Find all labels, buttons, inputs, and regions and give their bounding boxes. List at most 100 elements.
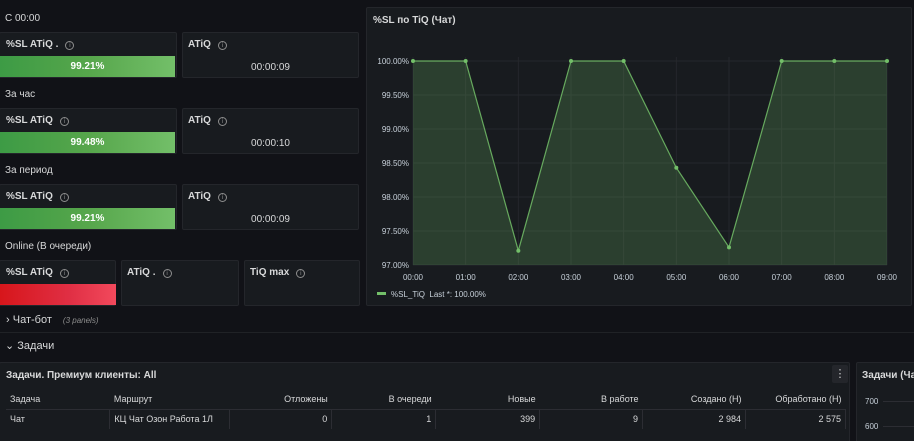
chart-legend[interactable]: %SL_TiQ Last *: 100.00% <box>377 290 486 299</box>
legend-swatch <box>377 292 386 295</box>
stat-panel-atiq-hour[interactable]: ATiQ i 00:00:10 <box>182 108 359 154</box>
data-point <box>779 59 784 63</box>
x-tick-label: 01:00 <box>456 273 477 282</box>
stat-value-bar <box>0 284 116 305</box>
stat-value: 00:00:10 <box>251 138 290 149</box>
section-label-online: Online (В очереди) <box>5 241 92 252</box>
side-y-tick: 600 <box>865 422 879 431</box>
row-toggle-tasks[interactable]: ⌄ Задачи <box>5 339 54 352</box>
info-icon[interactable]: i <box>296 269 306 278</box>
info-icon[interactable]: i <box>59 117 69 126</box>
stat-value-bar: 99.21% <box>0 56 175 77</box>
table-panel[interactable]: Задачи. Премиум клиенты: All ⋮ Задача Ма… <box>0 362 850 441</box>
side-chart-panel[interactable]: Задачи (Ча 700 600 <box>856 362 914 441</box>
section-label-period: За период <box>5 165 53 176</box>
y-tick-label: 99.00% <box>382 125 409 134</box>
panel-title: ATiQ . <box>127 267 156 278</box>
row-toggle-chatbot[interactable]: › Чат-бот (3 panels) <box>6 314 99 326</box>
data-point <box>674 165 679 170</box>
x-tick-label: 05:00 <box>666 273 687 282</box>
stat-value: 00:00:09 <box>251 214 290 225</box>
side-panel-title: Задачи (Ча <box>862 370 914 381</box>
y-tick-label: 97.00% <box>382 261 409 270</box>
row-title: Чат-бот <box>12 314 52 326</box>
column-header-created[interactable]: Создано (Н) <box>690 393 742 404</box>
info-icon[interactable]: i <box>59 269 69 278</box>
stat-panel-atiq-period[interactable]: ATiQ i 00:00:09 <box>182 184 359 230</box>
x-tick-label: 09:00 <box>877 273 898 282</box>
table-cell: 2 984 <box>642 409 746 429</box>
table-cell: 1 <box>331 409 437 429</box>
column-header-in-progress[interactable]: В работе <box>601 393 639 404</box>
chevron-down-icon: ⌄ <box>5 340 15 352</box>
table-row[interactable]: Чат КЦ Чат Озон Работа 1Л 0 1 399 9 2 98… <box>6 409 847 429</box>
y-tick-label: 99.50% <box>382 91 409 100</box>
side-grid-line <box>883 401 914 402</box>
panel-title: %SL ATiQ . <box>6 39 59 50</box>
data-point <box>885 59 889 63</box>
column-header-processed[interactable]: Обработано (Н) <box>775 393 842 404</box>
column-header-new[interactable]: Новые <box>507 393 536 404</box>
section-label-hour: За час <box>5 89 36 100</box>
table-cell: 9 <box>539 409 644 429</box>
x-tick-label: 07:00 <box>772 273 793 282</box>
column-header-in-queue[interactable]: В очереди <box>388 393 432 404</box>
stat-panel-sl-period[interactable]: %SL ATiQ i 99.21% <box>0 184 177 230</box>
table-header-row: Задача Маршрут Отложены В очереди Новые … <box>6 389 846 409</box>
chart-panel[interactable]: %SL по TiQ (Чат) 100.00% 99.50% 99.00% 98.5… <box>366 7 912 306</box>
stat-panel-sl-since-midnight[interactable]: %SL ATiQ . i 99.21% <box>0 32 177 78</box>
row-title: Задачи <box>17 340 55 352</box>
y-tick-label: 98.50% <box>382 159 409 168</box>
panel-title: %SL ATiQ <box>6 191 53 202</box>
stat-value: 99.48% <box>70 137 105 148</box>
stat-panel-sl-online[interactable]: %SL ATiQ i <box>0 260 116 306</box>
data-point <box>621 59 626 63</box>
x-tick-label: 00:00 <box>403 273 424 282</box>
stat-panel-atiq-online[interactable]: ATiQ . i <box>121 260 239 306</box>
info-icon[interactable]: i <box>217 117 227 126</box>
x-tick-label: 06:00 <box>719 273 740 282</box>
panel-title: ATiQ <box>188 191 211 202</box>
data-point <box>569 59 573 63</box>
x-tick-label: 08:00 <box>824 273 845 282</box>
chart-title: %SL по TiQ (Чат) <box>373 15 456 26</box>
table-cell: КЦ Чат Озон Работа 1Л <box>109 409 231 429</box>
panel-title: ATiQ <box>188 115 211 126</box>
stat-value-bar: 99.48% <box>0 132 175 153</box>
column-header-postponed[interactable]: Отложены <box>284 393 328 404</box>
data-point <box>463 59 468 63</box>
info-icon[interactable]: i <box>65 41 75 50</box>
panel-title: %SL ATiQ <box>6 267 53 278</box>
tasks-table: Задача Маршрут Отложены В очереди Новые … <box>6 389 847 429</box>
info-icon[interactable]: i <box>162 269 172 278</box>
stat-panel-sl-hour[interactable]: %SL ATiQ i 99.48% <box>0 108 177 154</box>
info-icon[interactable]: i <box>217 193 227 202</box>
legend-stat: Last *: 100.00% <box>429 290 486 299</box>
y-tick-label: 97.50% <box>382 227 409 236</box>
table-cell: Чат <box>6 409 111 429</box>
legend-label: %SL_TiQ <box>391 290 425 299</box>
side-y-tick: 700 <box>865 397 879 406</box>
panel-title: %SL ATiQ <box>6 115 53 126</box>
column-header-task[interactable]: Задача <box>10 393 41 404</box>
table-panel-title: Задачи. Премиум клиенты: All <box>6 370 157 381</box>
info-icon[interactable]: i <box>217 41 227 50</box>
x-tick-label: 02:00 <box>508 273 529 282</box>
data-point <box>727 245 731 250</box>
column-header-route[interactable]: Маршрут <box>113 393 153 404</box>
panel-menu-icon[interactable]: ⋮ <box>832 365 848 383</box>
sl-chart: 100.00% 99.50% 99.00% 98.50% 98.00% 97.50% 97.… <box>377 57 898 282</box>
info-icon[interactable]: i <box>59 193 69 202</box>
stat-panel-atiq-since-midnight[interactable]: ATiQ i 00:00:09 <box>182 32 359 78</box>
stat-value: 00:00:09 <box>251 62 290 73</box>
section-label-since-midnight: С 00:00 <box>5 13 41 24</box>
x-tick-label: 03:00 <box>561 273 582 282</box>
series-line <box>413 60 887 253</box>
stat-panel-tiq-max-online[interactable]: TiQ max i <box>244 260 360 306</box>
data-point <box>516 248 521 253</box>
stat-value: 99.21% <box>70 61 105 72</box>
panel-title: ATiQ <box>188 39 211 50</box>
side-grid-line <box>883 426 914 427</box>
y-tick-label: 98.00% <box>382 193 409 202</box>
data-point <box>832 59 837 63</box>
